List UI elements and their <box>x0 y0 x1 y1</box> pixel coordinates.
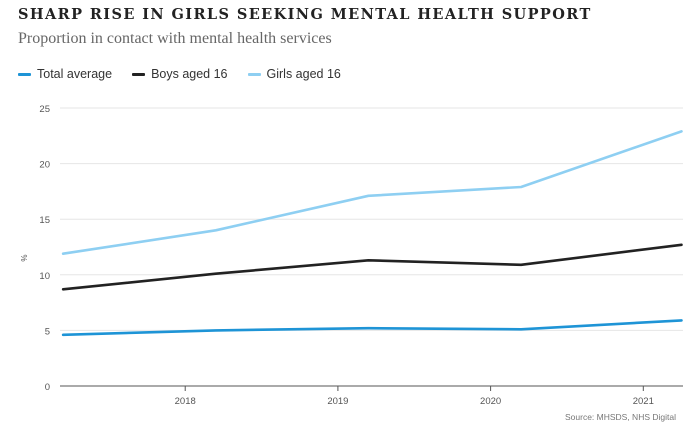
legend-swatch-total-average <box>18 72 31 76</box>
series-line-boys-aged-16 <box>61 243 683 291</box>
y-tick-label-20: 20 <box>39 160 50 171</box>
source-note: Source: MHSDS, NHS Digital <box>564 412 676 422</box>
legend-label-total-average: Total average <box>37 67 113 81</box>
y-tick-label-25: 25 <box>39 104 50 115</box>
legend-item-girls-aged-16: Girls aged 16 <box>247 67 341 81</box>
y-tick-label-10: 10 <box>39 271 50 282</box>
legend-item-total-average: Total average <box>18 67 112 81</box>
y-tick-label-15: 15 <box>39 215 50 226</box>
y-tick-label-5: 5 <box>45 326 50 337</box>
chart-title: SHARP RISE IN GIRLS SEEKING MENTAL HEALT… <box>18 6 592 23</box>
legend-item-boys-aged-16: Boys aged 16 <box>132 67 228 81</box>
legend-swatch-boys-aged-16 <box>132 72 146 76</box>
series-line-total-average <box>61 319 683 337</box>
legend-swatch-girls-aged-16 <box>247 72 261 76</box>
x-tick-label-2018: 2018 <box>175 396 196 407</box>
y-axis-label: % <box>20 255 29 262</box>
series-lines <box>61 130 683 337</box>
series-line-girls-aged-16 <box>61 130 683 255</box>
legend: Total average Boys aged 16 Girls aged 16 <box>18 67 361 81</box>
gridlines <box>60 107 683 331</box>
x-tick-label-2021: 2021 <box>633 396 654 407</box>
x-tick-label-2019: 2019 <box>327 396 348 407</box>
chart-subtitle: Proportion in contact with mental health… <box>18 30 332 47</box>
x-tick-label-2020: 2020 <box>480 396 501 407</box>
axes: 0 5 10 15 20 25% 2018 2019 2020 2021 <box>20 104 683 407</box>
legend-label-girls-aged-16: Girls aged 16 <box>266 67 341 81</box>
y-tick-label-0: 0 <box>45 382 50 393</box>
legend-label-boys-aged-16: Boys aged 16 <box>151 67 228 81</box>
